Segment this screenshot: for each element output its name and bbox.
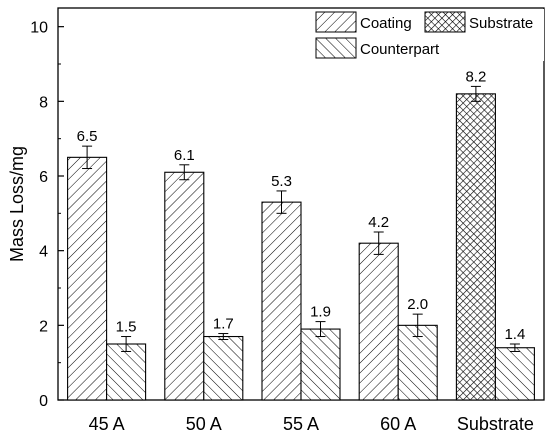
x-tick-label: 50 A: [186, 414, 222, 434]
y-tick-label: 8: [39, 94, 48, 111]
y-axis-ticks: 0 2 4 6 8 10: [30, 20, 64, 410]
bar: [67, 156, 108, 401]
x-tick-label: Substrate: [457, 414, 534, 434]
x-tick-label: 55 A: [283, 414, 319, 434]
y-tick-label: 10: [30, 20, 48, 37]
data-label: 2.0: [407, 296, 428, 313]
data-label: 1.4: [504, 326, 525, 343]
data-label: 4.2: [368, 214, 389, 231]
y-tick-label: 4: [39, 244, 48, 261]
data-label: 6.1: [174, 147, 195, 164]
bar: [300, 328, 341, 401]
data-label: 1.7: [213, 316, 234, 333]
bar: [494, 347, 535, 401]
x-tick-label: 60 A: [380, 414, 416, 434]
data-label: 6.5: [77, 128, 98, 145]
data-label: 8.2: [465, 68, 486, 85]
y-tick-label: 6: [39, 169, 48, 186]
bar: [261, 201, 302, 401]
bar: [455, 93, 496, 401]
legend-swatch: [424, 11, 466, 33]
y-tick-label: 2: [39, 318, 48, 335]
y-axis-label: Mass Loss/mg: [7, 146, 27, 262]
x-tick-label: 45 A: [89, 414, 125, 434]
x-axis-ticks: 45 A 50 A 55 A 60 A Substrate: [89, 394, 534, 434]
bar: [358, 242, 399, 401]
legend: Coating Substrate Counterpart: [312, 9, 544, 61]
bar: [203, 335, 244, 401]
data-label: 5.3: [271, 173, 292, 190]
legend-label: Substrate: [469, 15, 533, 32]
data-label: 1.9: [310, 304, 331, 321]
legend-swatch: [315, 11, 357, 33]
legend-label: Coating: [360, 15, 412, 32]
data-label: 1.5: [116, 319, 137, 336]
bar: [164, 171, 205, 401]
bars-layer: 6.5 1.5 6.1 1.7 5.3 1.9 4.2 2.0 8.2 1.4: [67, 68, 535, 401]
y-tick-label: 0: [39, 393, 48, 410]
legend-label: Counterpart: [360, 41, 440, 58]
legend-swatch: [315, 37, 357, 59]
bar: [106, 343, 147, 401]
